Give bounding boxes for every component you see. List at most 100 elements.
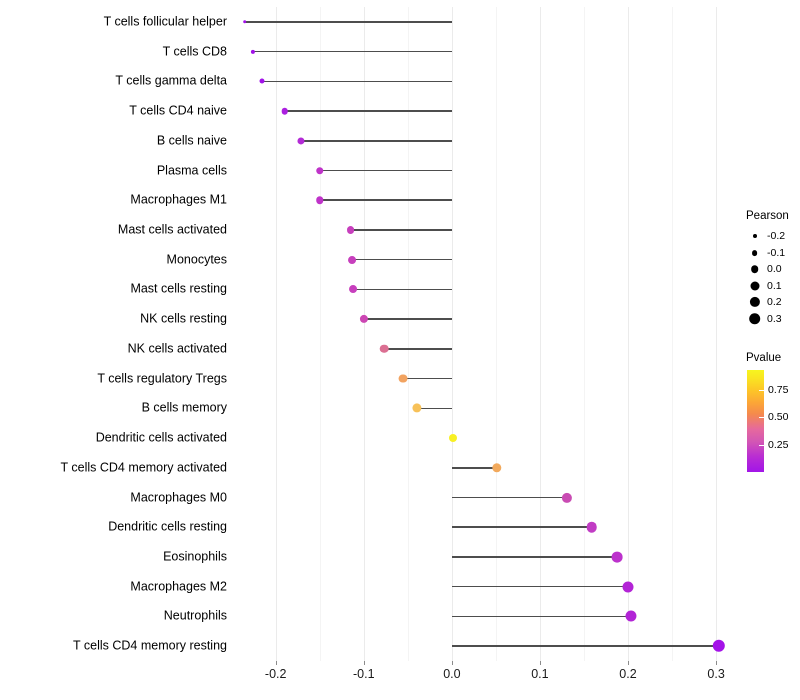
x-axis-tick-label: -0.2 xyxy=(264,667,287,681)
lollipop-point[interactable] xyxy=(562,492,573,503)
lollipop-stem xyxy=(352,258,452,261)
y-axis-tick-label: Dendritic cells resting xyxy=(108,519,227,534)
legend-pearson-title: Pearson xyxy=(746,210,789,222)
legend-size-entry: -0.2 xyxy=(746,228,800,245)
y-axis-tick-label: Macrophages M1 xyxy=(130,192,227,207)
legend-size-label: -0.2 xyxy=(767,230,786,243)
lollipop-point[interactable] xyxy=(346,226,355,234)
legend-size-entry: -0.1 xyxy=(746,245,800,262)
x-axis-tick-label: 0.1 xyxy=(531,667,549,681)
gridline-minor xyxy=(584,7,585,661)
lollipop-stem xyxy=(451,556,618,558)
lollipop-point[interactable] xyxy=(250,49,255,54)
legend-size-label: 0.1 xyxy=(767,279,782,292)
lollipop-point[interactable] xyxy=(259,78,265,84)
lollipop-point[interactable] xyxy=(586,521,598,533)
y-axis-tick-label: T cells CD4 memory resting xyxy=(73,638,227,653)
gridline-minor xyxy=(672,7,673,661)
legend-pearson-entries: -0.2 -0.1 0.0 0.1 0.2 0.3 xyxy=(746,228,800,327)
colorbar-tick-label: 0.75 xyxy=(768,383,789,396)
pvalue-colorbar xyxy=(747,370,764,472)
y-axis-tick-label: T cells follicular helper xyxy=(103,14,227,29)
legend-pvalue-color: Pvalue 0.75 0.50 0.25 xyxy=(746,352,800,472)
lollipop-stem xyxy=(403,377,452,380)
y-axis-tick-label: Monocytes xyxy=(166,252,227,267)
legend-size-dot xyxy=(746,278,763,295)
lollipop-stem xyxy=(319,199,452,201)
lollipop-point[interactable] xyxy=(492,463,502,473)
lollipop-stem xyxy=(451,615,631,618)
lollipop-stem xyxy=(244,21,452,23)
y-axis-tick-label: Plasma cells xyxy=(156,163,227,177)
plot-panel xyxy=(233,7,735,661)
x-axis-tick-label: 0.3 xyxy=(707,667,725,681)
lollipop-point[interactable] xyxy=(315,166,324,175)
x-axis-tick-label: 0.2 xyxy=(619,667,637,681)
legend-pvalue-title: Pvalue xyxy=(746,352,782,364)
gridline-major xyxy=(628,7,629,661)
lollipop-point[interactable] xyxy=(359,315,368,324)
lollipop-stem xyxy=(252,50,452,53)
y-axis-tick-label: Macrophages M0 xyxy=(130,490,227,504)
lollipop-stem xyxy=(451,645,719,647)
lollipop-point[interactable] xyxy=(315,196,324,204)
gridline-minor xyxy=(407,7,409,661)
y-axis-tick-label: NK cells resting xyxy=(140,311,227,326)
lollipop-point[interactable] xyxy=(297,137,305,145)
lollipop-point[interactable] xyxy=(412,403,422,413)
x-axis-tick-mark xyxy=(716,661,718,665)
x-axis-tick-label: 0.0 xyxy=(443,667,461,681)
lollipop-point[interactable] xyxy=(379,344,389,354)
y-axis-tick-label: Macrophages M2 xyxy=(130,579,227,594)
lollipop-point[interactable] xyxy=(398,374,408,384)
lollipop-stem xyxy=(301,140,452,142)
lollipop-stem xyxy=(451,585,628,588)
legend-size-label: -0.1 xyxy=(767,246,786,259)
colorbar-tick-label: 0.50 xyxy=(768,411,789,424)
lollipop-point[interactable] xyxy=(712,639,725,653)
lollipop-point[interactable] xyxy=(281,107,288,115)
lollipop-point[interactable] xyxy=(348,255,357,264)
colorbar-tick-mark xyxy=(759,444,764,446)
lollipop-point[interactable] xyxy=(243,20,247,24)
x-axis-tick-mark xyxy=(628,661,629,665)
y-axis-tick-label: T cells gamma delta xyxy=(115,73,227,88)
colorbar-tick-mark xyxy=(759,389,764,391)
lollipop-point[interactable] xyxy=(611,551,623,563)
y-axis-tick-label: Eosinophils xyxy=(163,549,227,564)
legend-size-entry: 0.1 xyxy=(746,278,800,295)
lollipop-stem xyxy=(451,467,497,469)
legend-size-label: 0.3 xyxy=(767,312,782,325)
y-axis-tick-label: T cells regulatory Tregs xyxy=(97,371,227,386)
lollipop-point[interactable] xyxy=(349,285,358,294)
lollipop-point[interactable] xyxy=(625,610,637,622)
lollipop-point[interactable] xyxy=(622,581,634,593)
lollipop-stem xyxy=(284,110,452,112)
gridline-major xyxy=(539,7,541,661)
pvalue-colorbar-wrap: 0.75 0.50 0.25 xyxy=(746,370,800,472)
x-axis-tick-mark xyxy=(275,661,277,665)
y-axis-tick-label: Mast cells activated xyxy=(117,222,227,237)
lollipop-stem xyxy=(353,288,452,291)
y-axis-tick-label: T cells CD4 memory activated xyxy=(60,460,228,475)
lollipop-stem xyxy=(350,229,452,231)
colorbar-tick-mark xyxy=(759,417,764,419)
x-axis: -0.2 -0.1 0.0 0.1 0.2 0.3 xyxy=(233,661,735,691)
y-axis-tick-label: B cells naive xyxy=(156,133,227,148)
legend-size-label: 0.0 xyxy=(767,263,782,276)
legend-pearson-size: Pearson -0.2 -0.1 0.0 0.1 0.2 0.3 xyxy=(746,210,800,327)
legend-size-entry: 0.0 xyxy=(746,261,800,278)
gridline-major xyxy=(716,7,718,661)
legend-size-entry: 0.2 xyxy=(746,294,800,311)
y-axis-tick-label: B cells memory xyxy=(141,400,227,415)
y-axis-tick-label: Neutrophils xyxy=(163,608,227,623)
lollipop-stem xyxy=(363,318,452,320)
legend-size-dot xyxy=(746,245,763,262)
gridline-major xyxy=(451,7,453,661)
lollipop-stem xyxy=(261,80,452,83)
y-axis-tick-label: Dendritic cells activated xyxy=(95,430,227,445)
gridline-major xyxy=(363,7,365,661)
lollipop-point[interactable] xyxy=(448,434,457,442)
colorbar-tick-label: 0.25 xyxy=(768,438,789,451)
